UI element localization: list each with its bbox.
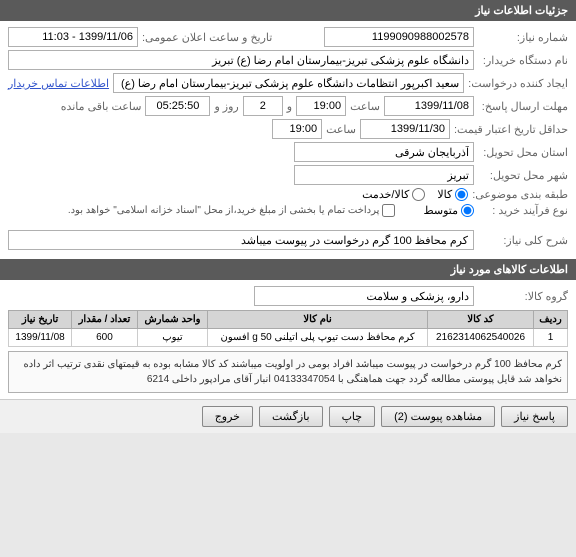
province-field xyxy=(294,142,474,162)
purchase-type-label: نوع فرآیند خرید : xyxy=(478,204,568,217)
validity-date-field xyxy=(360,119,450,139)
remaining-time-field xyxy=(145,96,210,116)
validity-label: حداقل تاریخ اعتبار قیمت: xyxy=(454,123,568,136)
col-row: ردیف xyxy=(534,311,568,329)
exit-button[interactable]: خروج xyxy=(202,406,253,427)
hour-label-2: ساعت xyxy=(326,123,356,136)
cell-name: کرم محافظ دست تیوپ پلی اتیلنی 50 g افسون xyxy=(208,329,428,347)
category-goods-label: کالا xyxy=(437,188,452,201)
need-number-label: شماره نیاز: xyxy=(478,31,568,44)
reply-date-field xyxy=(384,96,474,116)
col-date: تاریخ نیاز xyxy=(9,311,72,329)
cell-unit: تیوپ xyxy=(137,329,207,347)
table-row[interactable]: 1 2162314062540026 کرم محافظ دست تیوپ پل… xyxy=(9,329,568,347)
summary-label: شرح کلی نیاز: xyxy=(478,234,568,247)
hour-label-1: ساعت xyxy=(350,100,380,113)
print-button[interactable]: چاپ xyxy=(329,406,376,427)
city-label: شهر محل تحویل: xyxy=(478,169,568,182)
cell-row: 1 xyxy=(534,329,568,347)
purchase-medium-radio[interactable] xyxy=(461,204,474,217)
category-service-label: کالا/خدمت xyxy=(362,188,409,201)
col-name: نام کالا xyxy=(208,311,428,329)
col-qty: تعداد / مقدار xyxy=(72,311,138,329)
and-label: و xyxy=(287,100,292,113)
contact-link[interactable]: اطلاعات تماس خریدار xyxy=(8,77,109,90)
summary-field xyxy=(8,230,474,250)
remaining-days-field xyxy=(243,96,283,116)
attachments-button[interactable]: مشاهده پیوست (2) xyxy=(381,406,495,427)
need-number-field xyxy=(324,27,474,47)
col-unit: واحد شمارش xyxy=(137,311,207,329)
purchase-type-radios: متوسط xyxy=(423,204,474,217)
detail-text-box: کرم محافظ 100 گرم درخواست در پیوست میباش… xyxy=(8,351,568,393)
day-label: روز و xyxy=(214,100,238,113)
items-table: ردیف کد کالا نام کالا واحد شمارش تعداد /… xyxy=(8,310,568,347)
payment-checkbox[interactable] xyxy=(382,204,395,217)
goods-group-field xyxy=(254,286,474,306)
col-code: کد کالا xyxy=(428,311,534,329)
table-header-row: ردیف کد کالا نام کالا واحد شمارش تعداد /… xyxy=(9,311,568,329)
category-service-radio[interactable] xyxy=(412,188,425,201)
reply-deadline-label: مهلت ارسال پاسخ: xyxy=(478,100,568,113)
category-goods-radio[interactable] xyxy=(455,188,468,201)
items-form: گروه کالا: ردیف کد کالا نام کالا واحد شم… xyxy=(0,280,576,399)
reply-time-field xyxy=(296,96,346,116)
payment-note: پرداخت تمام یا بخشی از مبلغ خرید،از محل … xyxy=(68,205,380,216)
main-container: جزئیات اطلاعات نیاز شماره نیاز: تاریخ و … xyxy=(0,0,576,433)
details-form: شماره نیاز: تاریخ و ساعت اعلان عمومی: نا… xyxy=(0,21,576,259)
creator-label: ایجاد کننده درخواست: xyxy=(468,77,568,90)
cell-qty: 600 xyxy=(72,329,138,347)
details-section-header: جزئیات اطلاعات نیاز xyxy=(0,0,576,21)
announce-datetime-field xyxy=(8,27,138,47)
items-section-header: اطلاعات کالاهای مورد نیاز xyxy=(0,259,576,280)
buyer-org-label: نام دستگاه خریدار: xyxy=(478,54,568,67)
reply-button[interactable]: پاسخ نیاز xyxy=(501,406,568,427)
creator-field xyxy=(113,73,464,93)
buyer-org-field xyxy=(8,50,474,70)
city-field xyxy=(294,165,474,185)
validity-time-field xyxy=(272,119,322,139)
category-label: طبقه بندی موضوعی: xyxy=(472,188,568,201)
purchase-medium-label: متوسط xyxy=(423,204,458,217)
back-button[interactable]: بازگشت xyxy=(259,406,323,427)
province-label: استان محل تحویل: xyxy=(478,146,568,159)
cell-code: 2162314062540026 xyxy=(428,329,534,347)
cell-date: 1399/11/08 xyxy=(9,329,72,347)
category-radios: کالا کالا/خدمت xyxy=(362,188,468,201)
goods-group-label: گروه کالا: xyxy=(478,290,568,303)
button-bar: پاسخ نیاز مشاهده پیوست (2) چاپ بازگشت خر… xyxy=(0,399,576,433)
announce-label: تاریخ و ساعت اعلان عمومی: xyxy=(142,31,272,44)
remaining-label: ساعت باقی مانده xyxy=(61,100,142,113)
